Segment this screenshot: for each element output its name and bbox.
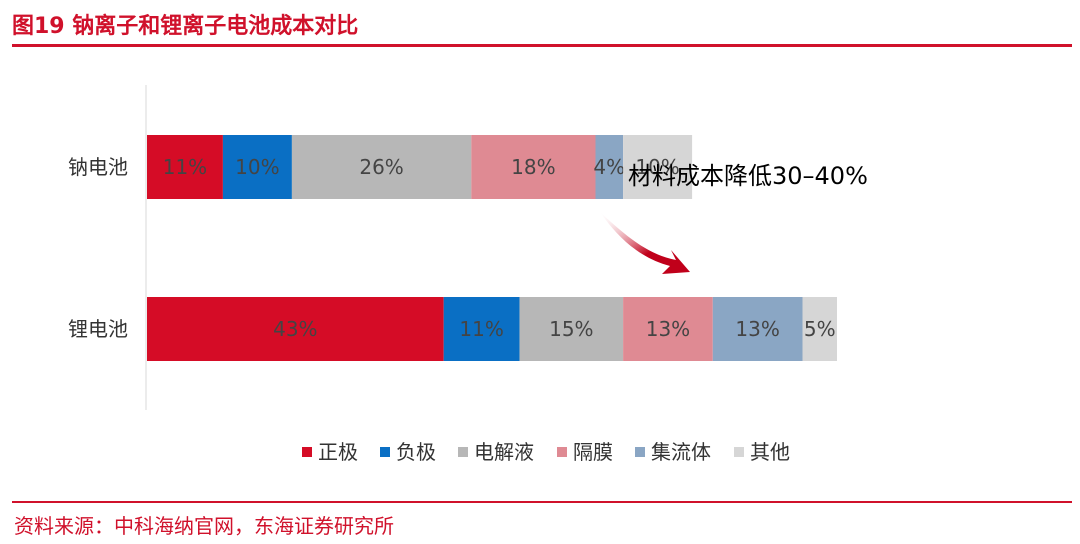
category-label: 钠电池 bbox=[68, 155, 128, 179]
legend-swatch bbox=[635, 447, 645, 457]
segment-label: 43% bbox=[273, 317, 317, 341]
bar-segment bbox=[595, 135, 624, 199]
cost-reduction-annotation: 材料成本降低30–40% bbox=[628, 162, 868, 190]
segment-label: 26% bbox=[359, 155, 403, 179]
bar-segment bbox=[471, 135, 596, 199]
segment-label: 15% bbox=[549, 317, 593, 341]
footer-divider bbox=[12, 501, 1072, 503]
legend-swatch bbox=[302, 447, 312, 457]
bar-segment bbox=[623, 297, 713, 361]
bar-segment bbox=[712, 297, 803, 361]
stacked-bar-chart: 11% 10% 26% 18% 4% 10% 43% 11% 15% 13% 13% 5% 钠电池锂电… bbox=[68, 85, 868, 464]
bar-segment bbox=[623, 135, 693, 199]
legend-label: 集流体 bbox=[651, 440, 711, 464]
legend-label: 电解液 bbox=[474, 440, 534, 464]
segment-label: 5% bbox=[804, 317, 836, 341]
bar-segment bbox=[443, 297, 520, 361]
reduction-arrow-icon bbox=[600, 212, 690, 274]
segment-label: 18% bbox=[511, 155, 555, 179]
bar-segment bbox=[222, 135, 292, 199]
segment-label: 13% bbox=[646, 317, 690, 341]
source-note: 资料来源：中科海纳官网，东海证券研究所 bbox=[14, 514, 394, 538]
legend-label: 正极 bbox=[318, 440, 358, 464]
figure-title: 图19 钠离子和锂离子电池成本对比 bbox=[12, 14, 359, 39]
segment-label: 11% bbox=[459, 317, 503, 341]
bar-segment bbox=[802, 297, 837, 361]
segment-label: 11% bbox=[163, 155, 207, 179]
legend-swatch bbox=[734, 447, 744, 457]
legend-label: 其他 bbox=[750, 440, 790, 464]
bar-segment bbox=[291, 135, 472, 199]
segment-label: 10% bbox=[635, 155, 679, 179]
category-label: 锂电池 bbox=[68, 317, 128, 341]
bar-segment bbox=[147, 135, 223, 199]
legend-label: 隔膜 bbox=[573, 440, 613, 464]
legend-swatch bbox=[458, 447, 468, 457]
bar-segment bbox=[519, 297, 624, 361]
title-divider bbox=[12, 44, 1072, 47]
bar-segment bbox=[147, 297, 444, 361]
legend-swatch bbox=[557, 447, 567, 457]
legend-label: 负极 bbox=[396, 440, 436, 464]
segment-label: 13% bbox=[735, 317, 779, 341]
segment-label: 10% bbox=[235, 155, 279, 179]
segment-label: 4% bbox=[593, 155, 625, 179]
legend-swatch bbox=[380, 447, 390, 457]
